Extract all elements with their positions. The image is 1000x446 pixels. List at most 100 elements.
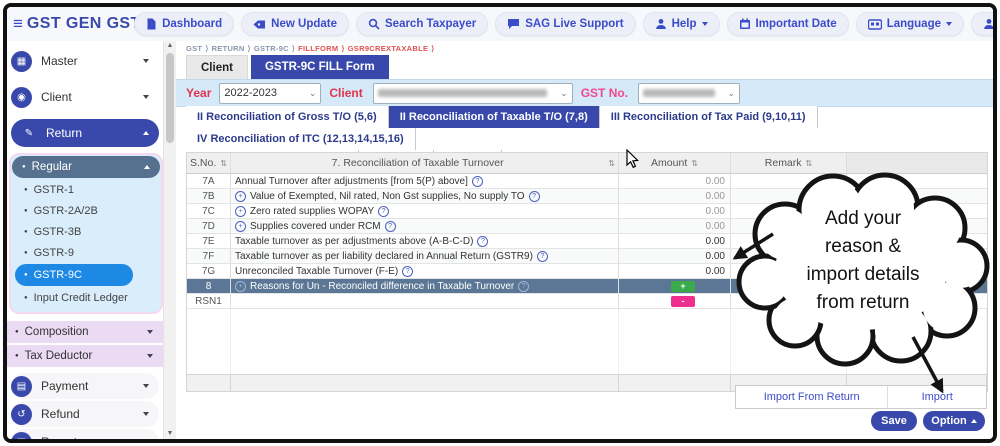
info-icon[interactable]: ? — [536, 250, 548, 262]
calendar-icon — [739, 18, 751, 30]
tab-recon-itc[interactable]: IV Reconciliation of ITC (12,13,14,15,16… — [186, 128, 416, 150]
master-icon: ▦ — [11, 50, 32, 72]
chevron-down-icon: ⌄ — [308, 87, 317, 98]
table-row-7c[interactable]: 7C + Zero rated supplies WOPAY? 0.00 — [187, 204, 987, 219]
chat-icon — [507, 18, 520, 30]
info-icon[interactable]: ? — [518, 280, 530, 292]
sidebar-item-composition[interactable]: ● Composition — [7, 321, 163, 343]
sidebar-item-regular[interactable]: ● Regular — [12, 156, 160, 178]
expand-icon[interactable]: + — [235, 220, 246, 232]
bullet-icon: ● — [24, 228, 28, 235]
tab-recon-gross-to[interactable]: II Reconciliation of Gross T/O (5,6) — [186, 106, 389, 128]
scrollbar-thumb[interactable] — [166, 53, 174, 143]
app-brand: GST GEN GST — [26, 15, 141, 32]
sidebar-item-master[interactable]: ▦ Master — [11, 47, 159, 75]
table-row-7b[interactable]: 7B + Value of Exempted, Nil rated, Non Gs… — [187, 189, 987, 204]
sort-icon[interactable]: ⇅ — [691, 158, 698, 168]
sidebar-item-payment[interactable]: ▤ Payment — [11, 373, 159, 399]
sidebar-item-client[interactable]: ◉ Client — [11, 83, 159, 111]
important-date-button[interactable]: Important Date — [726, 12, 849, 36]
gst-no-select[interactable]: ⌄ — [638, 82, 741, 104]
keyboard-icon — [867, 18, 882, 30]
caret-down-icon — [143, 440, 149, 443]
person-icon — [983, 18, 993, 30]
sidebar-item-gstr-9c[interactable]: ● GSTR-9C — [15, 264, 133, 286]
col-header-remark[interactable]: Remark ⇅ — [731, 153, 847, 173]
page-tabs: Client GSTR-9C FILL Form — [186, 55, 389, 81]
sidebar-item-refund[interactable]: ↺ Refund — [11, 401, 159, 427]
caret-down-icon — [143, 412, 149, 416]
bullet-icon: ● — [24, 249, 28, 256]
tab-gstr9c-fill-form[interactable]: GSTR-9C FILL Form — [250, 55, 389, 79]
help-button[interactable]: Help — [642, 12, 720, 36]
sidebar-item-input-credit-ledger[interactable]: ● Input Credit Ledger — [24, 291, 128, 304]
refund-icon: ↺ — [11, 403, 32, 425]
scroll-down-icon[interactable]: ▼ — [166, 430, 174, 437]
table-row-7g[interactable]: 7G Unreconciled Taxable Turnover (F-E)? … — [187, 264, 987, 279]
caret-up-icon — [143, 131, 149, 135]
bullet-icon: ● — [24, 294, 28, 301]
sort-icon[interactable]: ⇅ — [220, 158, 227, 168]
sidebar-item-gstr-3b[interactable]: ● GSTR-3B — [24, 225, 82, 238]
reason-cell[interactable] — [231, 294, 619, 308]
sidebar-item-gstr-2a2b[interactable]: ● GSTR-2A/2B — [24, 204, 98, 217]
document-icon — [146, 18, 157, 30]
save-button[interactable]: Save — [871, 411, 917, 431]
sidebar-scrollbar[interactable]: ▲ ▼ — [163, 41, 176, 439]
bullet-icon: ● — [15, 329, 19, 335]
menu-item-import-from-return[interactable]: Import From Return — [736, 386, 889, 408]
dashboard-button[interactable]: Dashboard — [134, 12, 235, 36]
sidebar-item-return[interactable]: ✎ Return — [11, 119, 159, 147]
remove-reason-button[interactable]: - — [671, 295, 695, 307]
annotation-text: Add your reason & import details from re… — [806, 208, 920, 313]
sidebar-item-gstr-1[interactable]: ● GSTR-1 — [24, 183, 74, 196]
info-icon[interactable]: ? — [402, 265, 414, 277]
bullet-icon: ● — [24, 186, 28, 193]
caret-down-icon — [147, 354, 153, 358]
option-button[interactable]: Option — [923, 411, 985, 431]
info-icon[interactable]: ? — [384, 220, 396, 232]
info-icon[interactable]: ? — [471, 175, 483, 187]
sidebar-item-tax-deductor[interactable]: ● Tax Deductor — [7, 345, 163, 367]
chevron-down-icon: ⌄ — [727, 87, 736, 98]
breadcrumb: GST ⟩ RETURN ⟩ GSTR-9C ⟩ FILLFORM ⟩ GSR9CREXTAXA… — [186, 44, 435, 53]
expand-icon[interactable]: + — [235, 205, 246, 217]
info-icon[interactable]: ? — [378, 205, 390, 217]
year-select[interactable]: 2022-2023 ⌄ — [219, 82, 322, 104]
bullet-icon: ● — [24, 272, 28, 278]
tag-icon — [253, 19, 266, 30]
add-reason-button[interactable]: + — [671, 280, 695, 292]
scroll-up-icon[interactable]: ▲ — [166, 42, 174, 49]
sidebar: ▦ Master ◉ Client ✎ Return ● Regular ● G… — [7, 41, 164, 439]
client-select[interactable]: ⌄ — [372, 82, 573, 104]
menu-item-import[interactable]: Import — [921, 391, 953, 403]
expand-icon[interactable]: + — [235, 190, 246, 202]
search-taxpayer-button[interactable]: Search Taxpayer — [356, 12, 489, 36]
tab-recon-tax-paid[interactable]: III Reconciliation of Tax Paid (9,10,11) — [599, 106, 818, 128]
info-icon[interactable]: ? — [477, 235, 489, 247]
col-header-amount[interactable]: Amount ⇅ — [619, 153, 731, 173]
sort-icon[interactable]: ⇅ — [608, 158, 615, 168]
option-menu: Import From Return Import — [735, 385, 987, 409]
bullet-icon: ● — [15, 353, 19, 359]
col-header-desc[interactable]: 7. Reconciliation of Taxable Turnover ⇅ — [231, 153, 619, 173]
caret-down-icon — [701, 22, 708, 26]
new-update-button[interactable]: New Update — [241, 12, 349, 36]
caret-up-icon — [144, 165, 150, 169]
hamburger-menu-icon[interactable]: ≡ — [13, 14, 23, 33]
sidebar-item-reports[interactable]: ◪ Reports — [11, 429, 159, 443]
info-icon[interactable]: ? — [528, 190, 540, 202]
tab-recon-taxable-to[interactable]: II Reconciliation of Taxable T/O (7,8) — [388, 106, 600, 128]
chevron-down-icon: ⌄ — [560, 87, 568, 98]
sort-icon[interactable]: ⇅ — [805, 158, 813, 168]
tab-client[interactable]: Client — [186, 55, 248, 81]
language-button[interactable]: Language — [855, 12, 964, 36]
user-account-button[interactable] — [971, 12, 993, 36]
redacted-client-value — [377, 89, 548, 97]
expand-icon[interactable]: + — [235, 280, 246, 292]
sag-live-support-button[interactable]: SAG Live Support — [495, 12, 636, 36]
redacted-gst-value — [643, 89, 715, 97]
col-header-sno[interactable]: S.No. ⇅ — [187, 153, 231, 173]
sidebar-item-gstr-9[interactable]: ● GSTR-9 — [24, 246, 74, 259]
